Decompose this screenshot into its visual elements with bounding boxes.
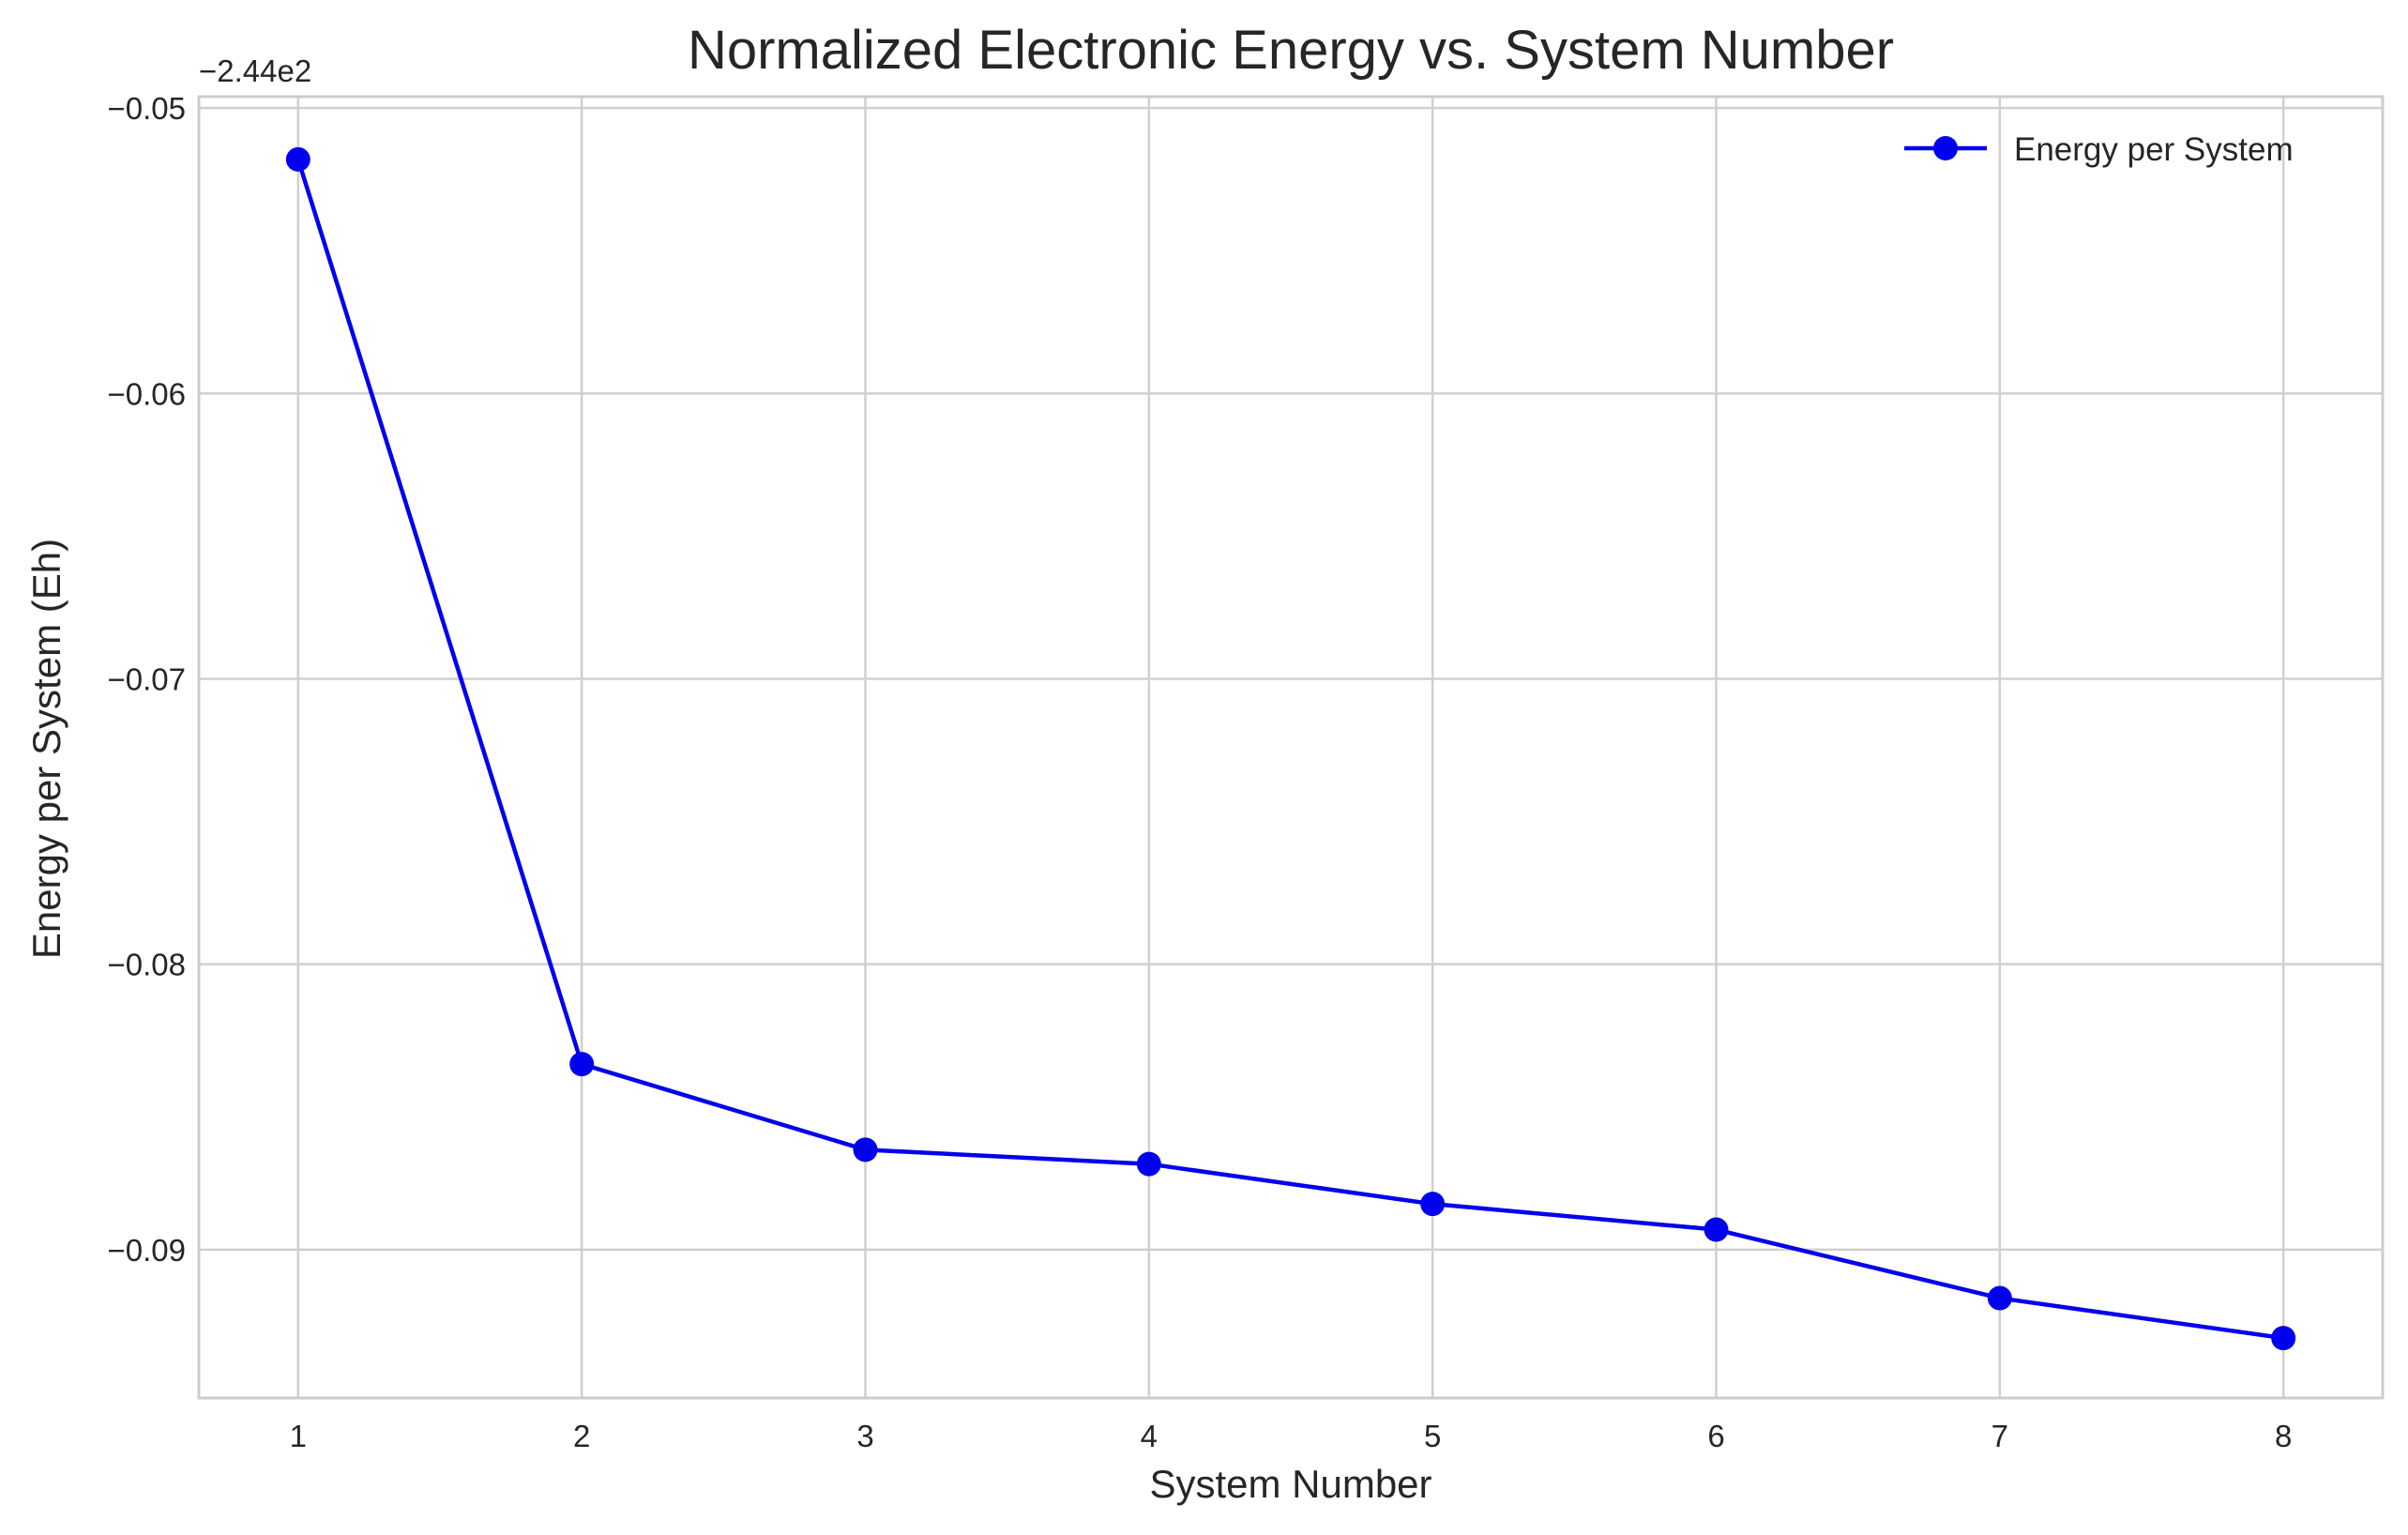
y-tick-labels: −0.05 −0.06 −0.07 −0.08 −0.09 xyxy=(108,91,187,1268)
chart-title: Normalized Electronic Energy vs. System … xyxy=(688,20,1894,81)
y-tick-label: −0.06 xyxy=(108,376,187,411)
data-point xyxy=(1136,1151,1161,1177)
x-tick-label: 8 xyxy=(2275,1419,2292,1453)
series-line xyxy=(295,159,2284,1341)
y-tick-label: −0.07 xyxy=(108,662,187,697)
x-tick-label: 4 xyxy=(1141,1419,1158,1453)
x-tick-labels: 1 2 3 4 5 6 7 8 xyxy=(290,1419,2293,1453)
legend-marker-swatch xyxy=(1933,136,1958,160)
y-tick-label: −0.09 xyxy=(108,1233,187,1268)
series-layer xyxy=(285,146,2296,1351)
legend: Energy per System xyxy=(1904,131,2294,168)
grid xyxy=(199,97,2383,1398)
x-tick-label: 1 xyxy=(290,1419,307,1453)
y-axis-offset-label: −2.44e2 xyxy=(199,53,311,88)
x-tick-label: 5 xyxy=(1424,1419,1441,1453)
x-tick-label: 6 xyxy=(1707,1419,1724,1453)
x-axis-label: System Number xyxy=(1149,1462,1431,1506)
data-point xyxy=(1704,1217,1729,1242)
data-point xyxy=(569,1052,595,1077)
data-point xyxy=(285,146,310,172)
legend-label: Energy per System xyxy=(2014,131,2294,168)
data-point xyxy=(2271,1326,2296,1351)
x-tick-label: 3 xyxy=(856,1419,873,1453)
data-point xyxy=(1987,1285,2012,1311)
x-tick-label: 2 xyxy=(573,1419,590,1453)
data-point xyxy=(853,1137,878,1163)
y-tick-label: −0.05 xyxy=(108,91,187,126)
y-axis-label: Energy per System (Eh) xyxy=(24,539,68,959)
y-tick-label: −0.08 xyxy=(108,948,187,982)
x-tick-label: 7 xyxy=(1992,1419,2008,1453)
data-point xyxy=(1420,1192,1446,1217)
plot-area-frame xyxy=(197,95,2385,1400)
